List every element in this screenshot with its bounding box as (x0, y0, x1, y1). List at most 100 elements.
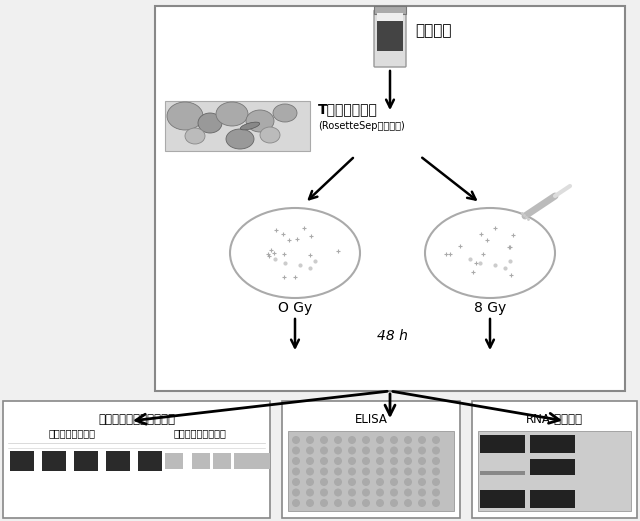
Circle shape (376, 457, 384, 465)
Circle shape (334, 499, 342, 507)
Circle shape (432, 467, 440, 476)
Circle shape (376, 499, 384, 507)
Circle shape (432, 436, 440, 444)
Circle shape (306, 489, 314, 497)
Circle shape (390, 499, 398, 507)
Circle shape (418, 467, 426, 476)
Circle shape (306, 499, 314, 507)
Circle shape (334, 478, 342, 486)
Text: 毒性を有する患者: 毒性を有する患者 (49, 428, 95, 438)
Circle shape (390, 489, 398, 497)
Circle shape (432, 489, 440, 497)
Text: 8 Gy: 8 Gy (474, 301, 506, 315)
Bar (480, 471, 525, 475)
Text: 全血試料: 全血試料 (415, 23, 451, 39)
Circle shape (320, 436, 328, 444)
Circle shape (390, 467, 398, 476)
Text: 毒性を有しない患者: 毒性を有しない患者 (173, 428, 227, 438)
Circle shape (404, 478, 412, 486)
Circle shape (432, 499, 440, 507)
Bar (234, 453, 252, 469)
Circle shape (320, 499, 328, 507)
Bar (252, 453, 270, 469)
Bar (42, 451, 66, 471)
Bar (374, 6, 406, 14)
Circle shape (404, 499, 412, 507)
Circle shape (404, 446, 412, 454)
FancyBboxPatch shape (374, 10, 406, 67)
Bar (480, 490, 525, 508)
Bar (106, 451, 130, 471)
Circle shape (292, 436, 300, 444)
Circle shape (376, 436, 384, 444)
Circle shape (348, 446, 356, 454)
Bar (10, 451, 34, 471)
Ellipse shape (226, 129, 254, 149)
Circle shape (418, 436, 426, 444)
Ellipse shape (198, 113, 222, 133)
Ellipse shape (230, 208, 360, 298)
Circle shape (390, 446, 398, 454)
Circle shape (348, 478, 356, 486)
Bar (530, 459, 575, 475)
Ellipse shape (167, 102, 203, 130)
Bar (480, 435, 525, 453)
Circle shape (292, 489, 300, 497)
Circle shape (362, 499, 370, 507)
Circle shape (376, 489, 384, 497)
Circle shape (292, 467, 300, 476)
Circle shape (320, 489, 328, 497)
Circle shape (306, 446, 314, 454)
Circle shape (418, 446, 426, 454)
Circle shape (376, 446, 384, 454)
Circle shape (390, 436, 398, 444)
Circle shape (292, 457, 300, 465)
Circle shape (362, 436, 370, 444)
Circle shape (334, 467, 342, 476)
Circle shape (306, 467, 314, 476)
Ellipse shape (246, 110, 274, 132)
Bar (530, 435, 575, 453)
Circle shape (432, 446, 440, 454)
Circle shape (334, 489, 342, 497)
Bar (3, 401, 270, 518)
Bar (472, 401, 637, 518)
Ellipse shape (425, 208, 555, 298)
Circle shape (362, 478, 370, 486)
Text: RNA-配列決定: RNA-配列決定 (525, 413, 582, 426)
Circle shape (362, 489, 370, 497)
Circle shape (348, 489, 356, 497)
Circle shape (348, 499, 356, 507)
Text: ウエスタンブロット分析: ウエスタンブロット分析 (99, 413, 175, 426)
Circle shape (306, 478, 314, 486)
Circle shape (292, 478, 300, 486)
Circle shape (418, 489, 426, 497)
Circle shape (362, 457, 370, 465)
Circle shape (334, 446, 342, 454)
Circle shape (418, 499, 426, 507)
Text: O Gy: O Gy (278, 301, 312, 315)
Circle shape (390, 478, 398, 486)
Ellipse shape (185, 128, 205, 144)
Circle shape (404, 489, 412, 497)
Text: 48 h: 48 h (376, 329, 408, 343)
Bar (138, 451, 162, 471)
Bar (377, 15, 403, 51)
Circle shape (404, 436, 412, 444)
Circle shape (376, 478, 384, 486)
Bar (530, 490, 575, 508)
Circle shape (306, 457, 314, 465)
Bar (155, 6, 625, 391)
Text: ELISA: ELISA (355, 413, 387, 426)
Circle shape (362, 446, 370, 454)
Ellipse shape (260, 127, 280, 143)
Circle shape (334, 436, 342, 444)
Text: Tリンパ球精製: Tリンパ球精製 (318, 102, 378, 116)
Bar (282, 401, 460, 518)
Circle shape (348, 436, 356, 444)
Circle shape (432, 457, 440, 465)
Bar (377, 13, 403, 21)
Circle shape (418, 457, 426, 465)
Bar (74, 451, 98, 471)
Circle shape (404, 467, 412, 476)
